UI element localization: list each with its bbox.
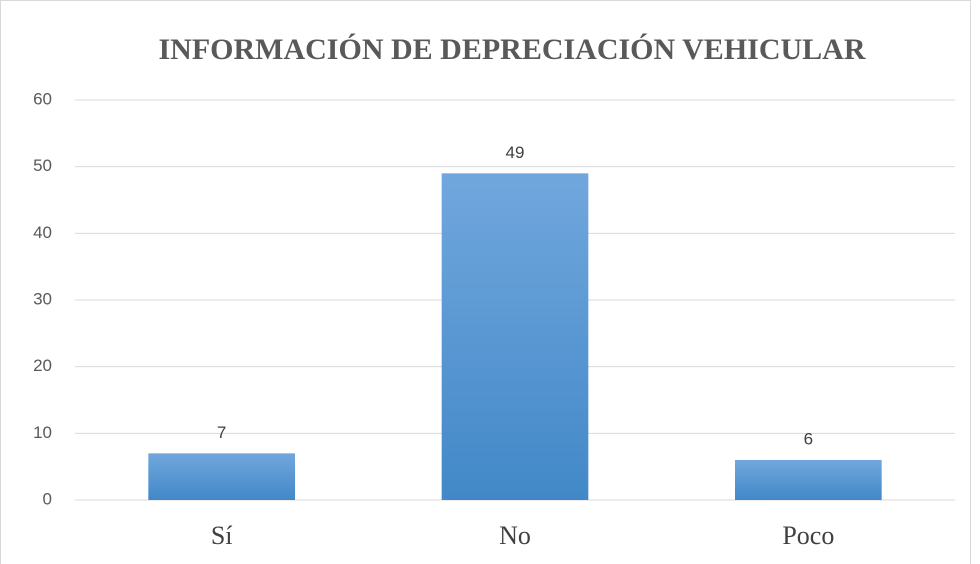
chart-title: INFORMACIÓN DE DEPRECIACIÓN VEHICULAR (159, 33, 866, 66)
y-tick-label: 50 (33, 156, 52, 175)
y-tick-label: 20 (33, 356, 52, 375)
value-label: 7 (217, 423, 226, 442)
x-tick-label: Sí (211, 521, 233, 550)
y-tick-label: 10 (33, 423, 52, 442)
x-tick-label: No (499, 521, 531, 550)
bar (148, 453, 295, 500)
bar (441, 173, 589, 501)
value-label: 49 (506, 143, 525, 162)
y-tick-label: 30 (33, 289, 52, 308)
x-tick-label: Poco (782, 521, 834, 550)
y-tick-label: 60 (33, 89, 52, 108)
bar (735, 460, 882, 500)
value-label: 6 (804, 429, 813, 448)
y-tick-label: 0 (43, 489, 52, 508)
y-tick-label: 40 (33, 223, 52, 242)
